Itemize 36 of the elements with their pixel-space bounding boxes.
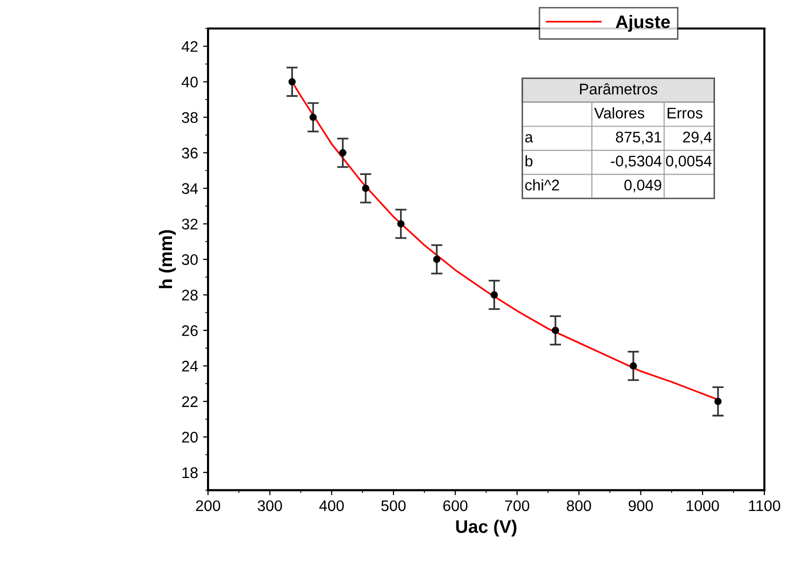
legend-label: Ajuste xyxy=(616,14,670,32)
y-tick-label: 38 xyxy=(182,112,198,123)
point xyxy=(714,398,722,406)
x-tick-label: 1100 xyxy=(749,500,780,512)
point xyxy=(552,326,560,334)
y-axis-title: h (mm) xyxy=(158,230,176,288)
x-tick-label: 400 xyxy=(319,500,344,512)
y-tick-label: 32 xyxy=(182,218,198,230)
y-tick-label: 22 xyxy=(182,396,198,407)
y-tick-label: 34 xyxy=(182,183,198,194)
y-tick-label: 24 xyxy=(182,360,198,372)
point xyxy=(397,220,405,228)
y-tick-label: 20 xyxy=(182,432,198,443)
x-tick-label: 900 xyxy=(628,500,653,512)
x-tick-label: 1000 xyxy=(686,500,719,512)
x-tick-label: 700 xyxy=(505,500,530,512)
point xyxy=(362,184,370,192)
point xyxy=(630,362,637,370)
y-tick-label: 42 xyxy=(182,41,198,52)
x-tick-label: 600 xyxy=(443,500,468,512)
x-tick-label: 200 xyxy=(196,500,220,512)
x-tick-label: 300 xyxy=(258,500,282,512)
x-axis-title: Uac (V) xyxy=(456,520,516,537)
x-tick-label: 800 xyxy=(566,500,592,512)
point xyxy=(339,149,346,156)
x-tick-label: 500 xyxy=(381,500,406,512)
point xyxy=(309,114,317,121)
y-tick-label: 26 xyxy=(182,325,198,336)
y-tick-label: 36 xyxy=(182,148,198,158)
y-tick-label: 30 xyxy=(182,254,198,266)
y-tick-label: 18 xyxy=(182,467,198,478)
point xyxy=(490,291,498,299)
y-tick-label: 40 xyxy=(182,76,198,88)
point xyxy=(288,78,296,86)
y-tick-label: 28 xyxy=(182,290,198,301)
point xyxy=(433,256,440,263)
